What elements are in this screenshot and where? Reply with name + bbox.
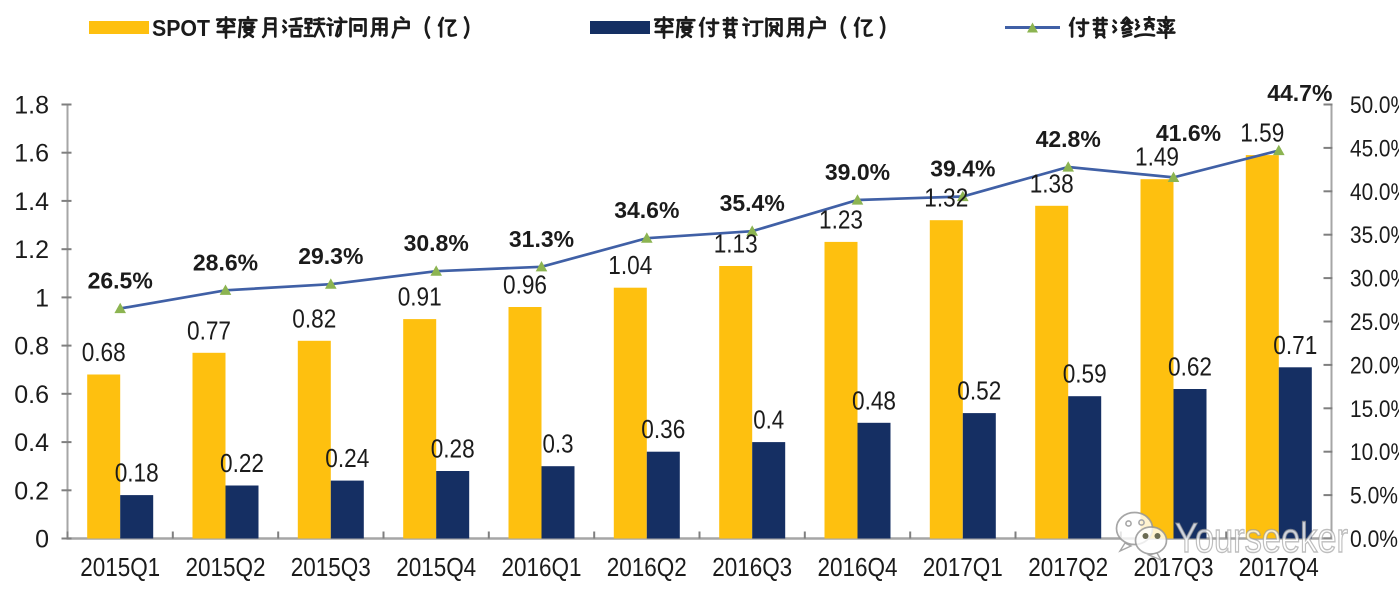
svg-text:0.36: 0.36 <box>641 414 685 444</box>
svg-text:0.18: 0.18 <box>115 458 159 488</box>
svg-text:1.2: 1.2 <box>14 236 49 264</box>
svg-text:1.23: 1.23 <box>819 204 863 234</box>
svg-text:35.4%: 35.4% <box>720 190 785 216</box>
svg-text:1.6: 1.6 <box>14 140 49 168</box>
svg-text:1.49: 1.49 <box>1135 142 1179 172</box>
svg-text:10.0%: 10.0% <box>1350 439 1399 466</box>
svg-text:2015Q4: 2015Q4 <box>396 552 476 582</box>
svg-text:31.3%: 31.3% <box>509 226 574 252</box>
svg-text:29.3%: 29.3% <box>298 243 363 269</box>
svg-text:1.04: 1.04 <box>608 250 652 280</box>
svg-text:25.0%: 25.0% <box>1350 309 1399 336</box>
svg-text:0.82: 0.82 <box>292 303 336 333</box>
svg-text:0.8: 0.8 <box>14 333 49 361</box>
svg-text:45.0%: 45.0% <box>1350 135 1399 162</box>
svg-text:42.8%: 42.8% <box>1036 126 1101 152</box>
svg-text:0.0%: 0.0% <box>1350 526 1398 553</box>
svg-text:5.0%: 5.0% <box>1350 483 1398 510</box>
svg-text:0.59: 0.59 <box>1063 359 1107 389</box>
svg-text:0.96: 0.96 <box>503 270 547 300</box>
svg-text:0.68: 0.68 <box>82 337 126 367</box>
svg-text:28.6%: 28.6% <box>193 249 258 275</box>
svg-text:0.48: 0.48 <box>852 385 896 415</box>
svg-text:20.0%: 20.0% <box>1350 352 1399 379</box>
svg-text:2015Q2: 2015Q2 <box>186 552 266 582</box>
svg-text:2015Q1: 2015Q1 <box>80 552 160 582</box>
svg-text:1: 1 <box>35 284 49 312</box>
svg-text:0.22: 0.22 <box>220 448 264 478</box>
svg-text:SPOT: SPOT <box>152 15 210 41</box>
svg-text:35.0%: 35.0% <box>1350 222 1399 249</box>
svg-text:2016Q2: 2016Q2 <box>607 552 687 582</box>
svg-text:30.8%: 30.8% <box>404 230 469 256</box>
svg-text:Yourseeker: Yourseeker <box>1175 514 1348 561</box>
svg-text:40.0%: 40.0% <box>1350 179 1399 206</box>
svg-text:1.4: 1.4 <box>14 188 49 216</box>
svg-text:1.59: 1.59 <box>1240 118 1284 148</box>
svg-text:0.77: 0.77 <box>187 315 231 345</box>
svg-text:26.5%: 26.5% <box>88 268 153 294</box>
svg-text:34.6%: 34.6% <box>614 197 679 223</box>
svg-text:0.6: 0.6 <box>14 381 49 409</box>
svg-text:0: 0 <box>35 526 49 554</box>
svg-text:0.4: 0.4 <box>753 405 784 435</box>
svg-text:0.24: 0.24 <box>325 443 369 473</box>
svg-text:0.3: 0.3 <box>543 429 574 459</box>
svg-text:2017Q3: 2017Q3 <box>1134 552 1214 582</box>
svg-text:1.38: 1.38 <box>1030 168 1074 198</box>
svg-text:0.28: 0.28 <box>431 434 475 464</box>
svg-text:1.13: 1.13 <box>714 229 758 259</box>
svg-text:2016Q3: 2016Q3 <box>712 552 792 582</box>
svg-text:44.7%: 44.7% <box>1267 80 1332 106</box>
svg-text:41.6%: 41.6% <box>1156 120 1221 146</box>
svg-text:1.8: 1.8 <box>14 92 49 120</box>
svg-text:1.32: 1.32 <box>924 183 968 213</box>
svg-text:2017Q4: 2017Q4 <box>1239 552 1319 582</box>
svg-text:0.71: 0.71 <box>1273 330 1317 360</box>
svg-text:39.4%: 39.4% <box>930 156 995 182</box>
svg-text:0.91: 0.91 <box>398 282 442 312</box>
svg-text:50.0%: 50.0% <box>1350 92 1399 119</box>
svg-text:0.52: 0.52 <box>957 376 1001 406</box>
svg-text:2016Q4: 2016Q4 <box>818 552 898 582</box>
svg-text:2017Q2: 2017Q2 <box>1028 552 1108 582</box>
svg-text:30.0%: 30.0% <box>1350 266 1399 293</box>
svg-text:0.62: 0.62 <box>1168 352 1212 382</box>
svg-text:0.2: 0.2 <box>14 477 49 505</box>
svg-text:0.4: 0.4 <box>14 429 49 457</box>
svg-text:39.0%: 39.0% <box>825 159 890 185</box>
svg-text:15.0%: 15.0% <box>1350 396 1399 423</box>
svg-text:2015Q3: 2015Q3 <box>291 552 371 582</box>
svg-text:2017Q1: 2017Q1 <box>923 552 1003 582</box>
svg-text:2016Q1: 2016Q1 <box>502 552 582 582</box>
